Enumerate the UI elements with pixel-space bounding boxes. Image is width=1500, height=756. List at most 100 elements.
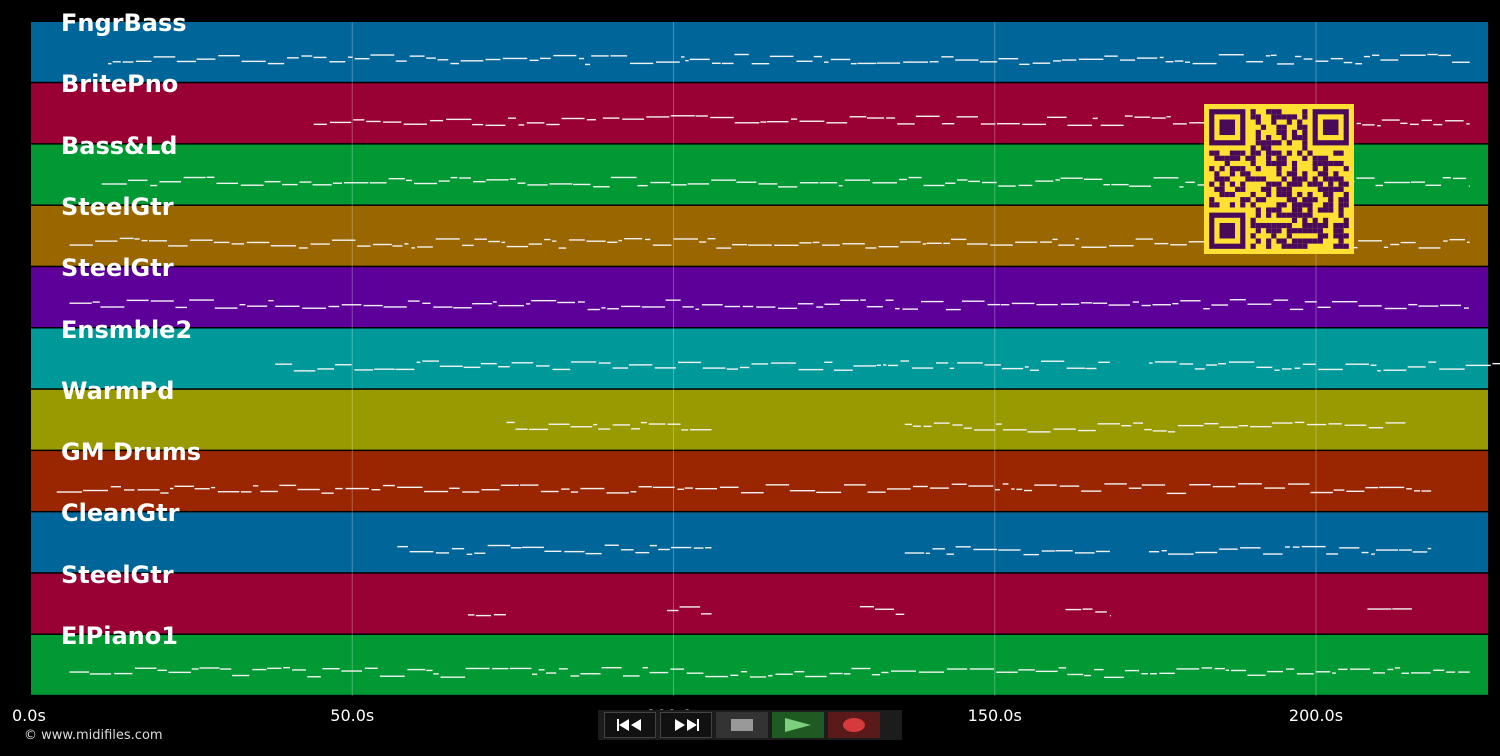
fast-forward-button[interactable] (660, 712, 712, 738)
midi-note (383, 306, 407, 308)
midi-note (546, 123, 560, 126)
midi-note (1392, 608, 1412, 610)
midi-note (580, 673, 601, 675)
midi-note (1040, 241, 1052, 243)
midi-note (124, 489, 135, 491)
midi-note (176, 60, 197, 63)
midi-note (92, 301, 100, 303)
midi-note (1270, 54, 1277, 57)
midi-note (561, 117, 585, 120)
midi-note (658, 548, 670, 551)
midi-note (994, 488, 1000, 491)
record-button[interactable] (828, 712, 880, 738)
midi-note (548, 423, 570, 425)
midi-note (1306, 423, 1327, 426)
midi-note (1375, 549, 1399, 551)
midi-note (887, 364, 899, 367)
stop-button[interactable] (716, 712, 768, 738)
midi-note (1032, 62, 1051, 64)
midi-note (348, 56, 353, 58)
midi-note (667, 423, 681, 425)
midi-note (397, 545, 408, 548)
midi-note (1372, 672, 1385, 674)
midi-note (283, 666, 291, 669)
midi-note (1167, 431, 1176, 433)
midi-note (578, 57, 585, 60)
midi-note (395, 368, 415, 371)
midi-note (573, 183, 591, 186)
midi-note (860, 299, 866, 301)
midi-note (1212, 485, 1236, 488)
midi-note (153, 56, 176, 58)
midi-note (865, 247, 877, 249)
midi-note (751, 363, 769, 365)
midi-note (908, 176, 922, 179)
midi-note (819, 182, 838, 184)
midi-note (732, 243, 747, 246)
midi-note (1274, 369, 1280, 371)
midi-note (789, 489, 816, 492)
midi-note (473, 180, 486, 183)
midi-note (918, 671, 945, 673)
midi-note (141, 239, 148, 242)
midi-note (1201, 667, 1213, 669)
midi-note (1067, 673, 1084, 676)
midi-note (881, 671, 889, 674)
midi-note (1154, 361, 1177, 363)
midi-note (997, 122, 1020, 125)
midi-note (216, 182, 239, 185)
midi-note (1085, 367, 1097, 370)
midi-note (1287, 483, 1310, 485)
midi-note (857, 62, 877, 65)
midi-note (275, 305, 300, 308)
midi-note (570, 491, 579, 493)
midi-note (998, 58, 1019, 60)
midi-note (1095, 611, 1107, 613)
midi-note (740, 492, 764, 494)
midi-note (1016, 488, 1023, 491)
midi-note (89, 673, 112, 675)
midi-note (912, 485, 928, 488)
midi-note (630, 491, 637, 493)
midi-note (1093, 668, 1104, 671)
midi-note (515, 428, 528, 430)
midi-note (1362, 124, 1375, 126)
midi-note (853, 365, 877, 367)
midi-note (332, 182, 343, 184)
midi-note (1332, 672, 1336, 674)
midi-note (1041, 360, 1065, 362)
midi-note (721, 62, 734, 65)
midi-note (1177, 424, 1204, 427)
midi-note (963, 427, 972, 429)
play-button[interactable] (772, 712, 824, 738)
midi-note (409, 55, 425, 57)
midi-note (1053, 60, 1061, 62)
midi-note (1104, 483, 1127, 485)
midi-note (1371, 553, 1375, 555)
midi-note (467, 614, 475, 616)
midi-note (1421, 490, 1432, 492)
midi-note (526, 303, 531, 305)
midi-note (1052, 238, 1058, 241)
midi-note (1443, 240, 1448, 242)
midi-note (987, 303, 1001, 306)
midi-note (372, 243, 392, 246)
midi-note (363, 304, 383, 307)
rewind-button[interactable] (604, 712, 656, 738)
midi-note (1384, 307, 1407, 310)
midi-note (821, 244, 840, 246)
midi-note (734, 53, 749, 56)
midi-note (270, 245, 296, 247)
track-name: GM Drums (61, 438, 202, 467)
midi-note (1192, 62, 1217, 65)
midi-note (474, 552, 486, 554)
midi-note (1095, 550, 1110, 553)
midi-note (654, 367, 676, 369)
midi-note (414, 182, 438, 185)
midi-note (329, 121, 352, 124)
midi-note (1265, 55, 1271, 57)
midi-note (317, 368, 335, 370)
midi-note (1165, 61, 1174, 63)
midi-note (558, 668, 568, 670)
midi-note (481, 489, 500, 491)
